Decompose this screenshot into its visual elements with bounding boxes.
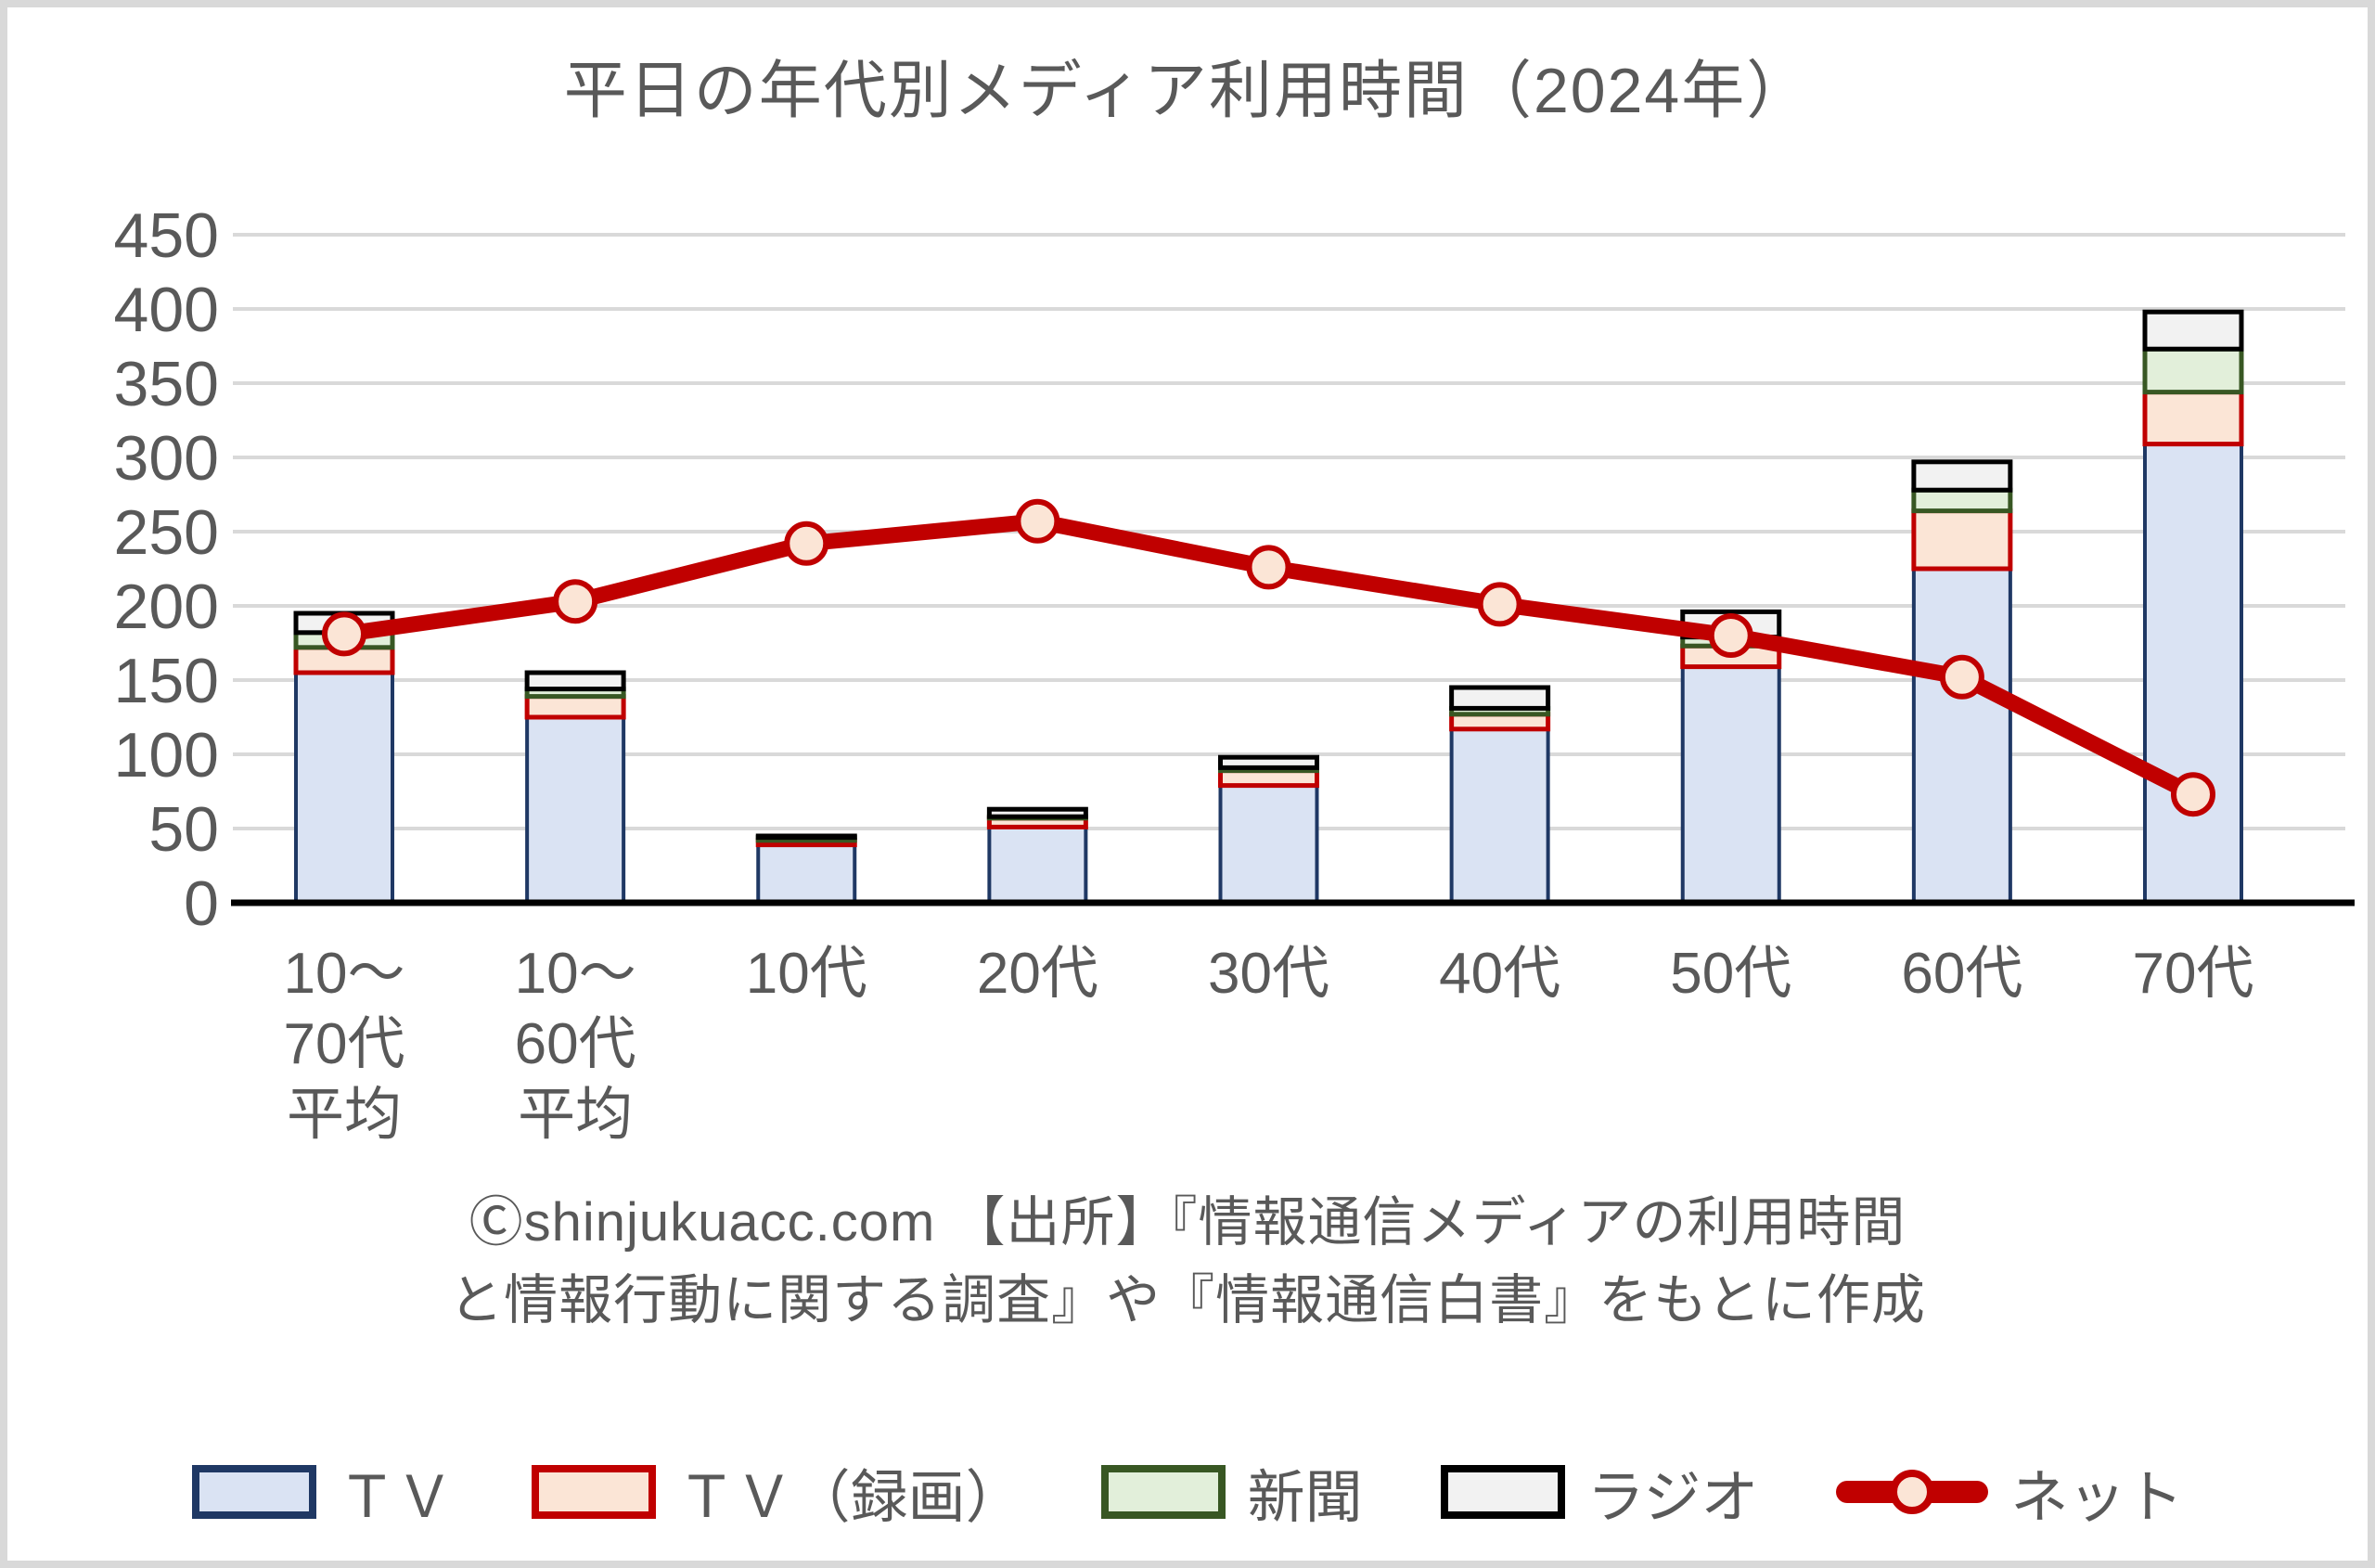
net-marker [322,611,366,657]
bar-segment-newspaper [1911,487,2013,514]
bar-segment-radio [755,833,857,841]
bar-segment-radio [1449,685,1551,711]
net-marker [1939,654,1984,700]
bar-segment-radio [1911,459,2013,493]
x-axis-label: 60代 [1901,942,2022,1006]
legend-item-net: ネット [1836,1450,2183,1534]
y-tick-label: 150 [114,646,219,716]
source-caption-line1: Ⓒshinjukuacc.com 【出所】『情報通信メディアの利用時間 [469,1192,1906,1253]
legend-swatch-newspaper [1100,1465,1226,1519]
bar-segment-radio [1218,754,1319,770]
legend-marker-dot [1890,1470,1935,1514]
net-marker [784,521,829,566]
legend-swatch-radio [1440,1465,1565,1519]
legend-item-tv-rec: ＴＶ（録画） [531,1450,1023,1534]
legend-label-tv: ＴＶ [338,1466,454,1530]
bar-segment-tv [1449,726,1550,905]
net-marker [1477,582,1522,627]
bar-segment-tv-rec [524,694,626,720]
bar-segment-tv [294,671,394,905]
net-marker [1015,498,1060,544]
bar-segment-radio [986,806,1088,819]
legend-swatch-tv [191,1465,316,1519]
legend-label-newspaper: 新聞 [1247,1466,1363,1530]
x-axis-label: 10〜 60代平均 [515,942,636,1147]
x-axis-label: 70代 [2133,942,2254,1006]
bar-segment-tv [1911,567,2012,905]
chart-title: 平日の年代別メディア利用時間（2024年） [563,56,1812,126]
source-caption-line2: と情報行動に関する調査』や『情報通信白書』をもとに作成 [449,1270,1926,1331]
y-tick-label: 50 [148,794,219,865]
bar-segment-tv-rec [1911,508,2013,572]
legend-label-net: ネット [2010,1466,2184,1530]
x-axis-label: 50代 [1670,942,1791,1006]
net-marker [1246,545,1291,590]
y-tick-label: 100 [114,720,219,790]
net-marker [553,579,598,624]
net-marker [1708,613,1753,658]
bar-segment-tv [987,825,1088,906]
legend-label-tv-rec: ＴＶ（録画） [677,1466,1023,1530]
x-axis-label: 30代 [1208,942,1329,1006]
y-tick-label: 450 [114,200,219,271]
legend-swatch-tv-rec [531,1465,656,1519]
x-axis-label: 10〜 70代平均 [284,942,405,1147]
y-tick-label: 400 [114,275,219,345]
legend-item-newspaper: 新聞 [1100,1450,1363,1534]
bar-segment-radio [2142,309,2244,352]
y-tick-label: 350 [114,349,219,419]
bar-segment-tv-rec [2142,390,2244,447]
x-axis-label: 40代 [1439,942,1560,1006]
y-tick-label: 250 [114,497,219,568]
legend-label-radio: ラジオ [1586,1466,1759,1530]
x-axis-label: 20代 [977,942,1098,1006]
y-tick-label: 200 [114,572,219,642]
bar-segment-radio [524,670,626,692]
y-tick-label: 0 [184,868,219,939]
y-tick-label: 300 [114,423,219,494]
x-axis-label: 10代 [746,942,867,1006]
bar-segment-tv [1680,664,1781,905]
bar-segment-tv [756,842,857,905]
source-caption: Ⓒshinjukuacc.com 【出所】『情報通信メディアの利用時間 と情報行… [7,1184,2368,1340]
legend-item-tv: ＴＶ [191,1450,454,1534]
bar-segment-tv [2143,442,2243,905]
legend-item-radio: ラジオ [1440,1450,1759,1534]
bar-segment-newspaper [2142,346,2244,395]
bar-segment-tv [1218,783,1319,905]
legend: ＴＶ ＴＶ（録画） 新聞 ラジオ ネット [7,1427,2368,1557]
net-marker [2171,772,2215,817]
legend-swatch-net [1836,1470,1989,1514]
bar-segment-tv [525,715,626,905]
